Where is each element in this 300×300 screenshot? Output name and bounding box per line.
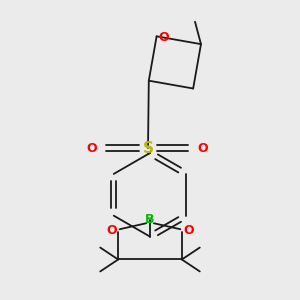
Text: B: B <box>145 213 155 226</box>
Text: O: O <box>183 224 194 237</box>
Text: O: O <box>197 142 208 154</box>
Text: O: O <box>86 142 97 154</box>
Text: S: S <box>142 140 154 155</box>
Text: O: O <box>106 224 117 237</box>
Text: O: O <box>159 31 170 44</box>
